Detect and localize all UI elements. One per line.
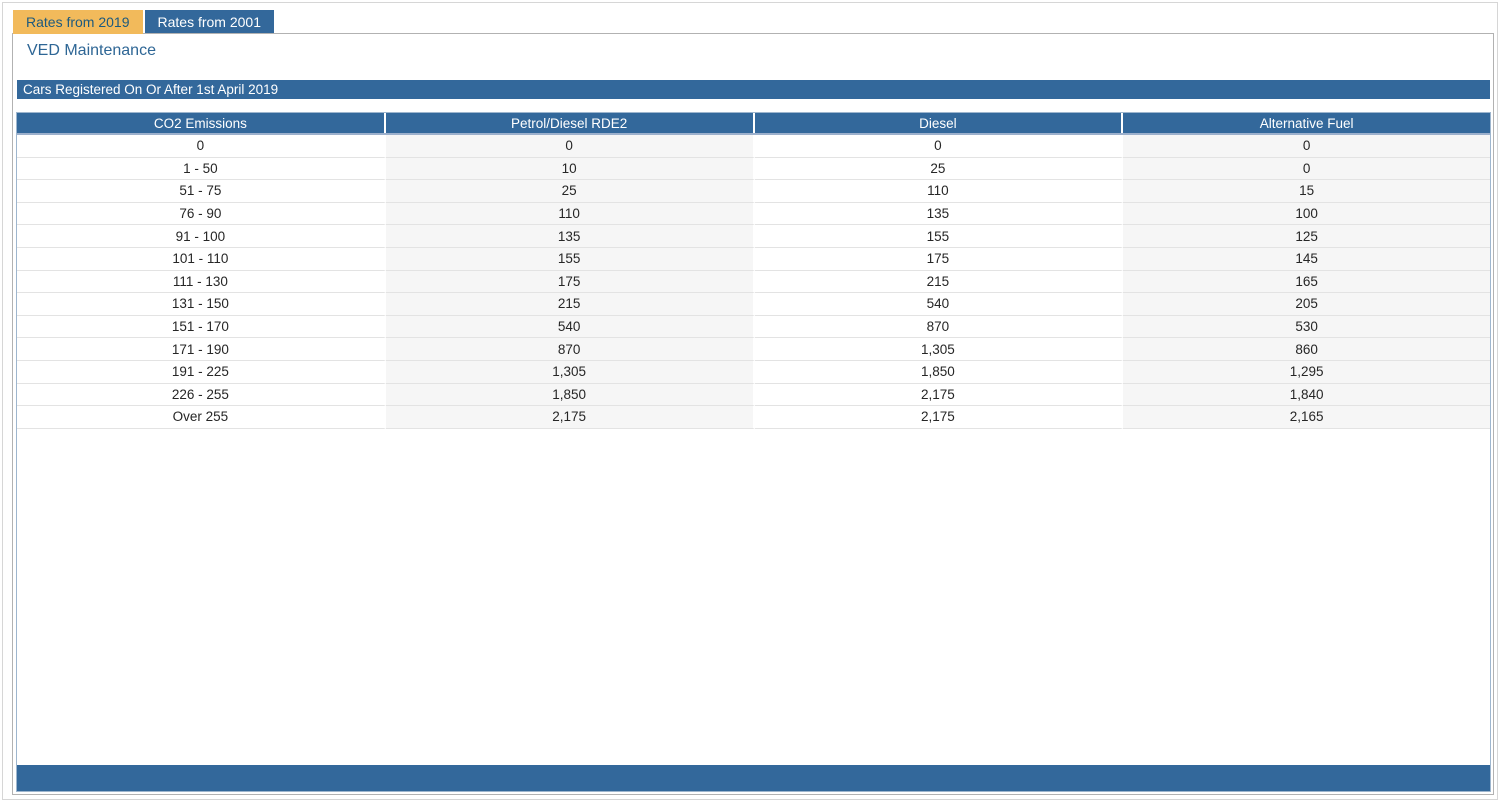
grid-cell[interactable]: 215 <box>385 293 755 316</box>
grid-cell[interactable]: 110 <box>385 202 755 226</box>
grid-cell[interactable]: 2,165 <box>1123 406 1490 429</box>
table-row: 151 - 170 540 870 530 <box>17 315 1490 339</box>
grid-cell[interactable]: 51 - 75 <box>17 180 386 203</box>
table-row: 226 - 255 1,850 2,175 1,840 <box>17 383 1490 407</box>
column-header-0[interactable]: CO2 Emissions <box>17 113 386 133</box>
grid-cell[interactable]: 25 <box>754 157 1124 181</box>
grid-cell[interactable]: 191 - 225 <box>17 360 386 384</box>
grid-cell[interactable]: 2,175 <box>385 406 755 429</box>
grid-cell[interactable]: 135 <box>754 202 1124 226</box>
grid-cell[interactable]: 165 <box>1123 270 1490 294</box>
grid-cell[interactable]: 145 <box>1123 247 1490 271</box>
grid-cell[interactable]: 1,295 <box>1123 360 1490 384</box>
grid-cell[interactable]: 91 - 100 <box>17 225 386 248</box>
grid-cell[interactable]: 171 - 190 <box>17 338 386 361</box>
grid-cell[interactable]: 101 - 110 <box>17 247 386 271</box>
table-row: 76 - 90 110 135 100 <box>17 202 1490 226</box>
grid-cell[interactable]: 125 <box>1123 225 1490 248</box>
table-row: 101 - 110 155 175 145 <box>17 247 1490 271</box>
grid-cell[interactable]: 0 <box>385 135 755 158</box>
grid-cell[interactable]: 155 <box>385 247 755 271</box>
grid-cell[interactable]: 25 <box>385 180 755 203</box>
tab-page-panel: VED Maintenance Cars Registered On Or Af… <box>12 33 1494 795</box>
grid-cell[interactable]: 151 - 170 <box>17 315 386 339</box>
table-row: 191 - 225 1,305 1,850 1,295 <box>17 360 1490 384</box>
grid-cell[interactable]: 1,305 <box>385 360 755 384</box>
grid-cell[interactable]: 1,850 <box>754 360 1124 384</box>
grid-cell[interactable]: 135 <box>385 225 755 248</box>
grid-cell[interactable]: 0 <box>1123 157 1490 181</box>
section-header-bar: Cars Registered On Or After 1st April 20… <box>17 80 1490 99</box>
grid-cell[interactable]: 860 <box>1123 338 1490 361</box>
tab-rates-from-2001[interactable]: Rates from 2001 <box>144 10 274 33</box>
grid-cell[interactable]: 226 - 255 <box>17 383 386 407</box>
grid-cell[interactable]: 100 <box>1123 202 1490 226</box>
table-row: 51 - 75 25 110 15 <box>17 180 1490 203</box>
table-row: 91 - 100 135 155 125 <box>17 225 1490 248</box>
grid-cell[interactable]: 215 <box>754 270 1124 294</box>
grid-cell[interactable]: 870 <box>754 315 1124 339</box>
column-header-2[interactable]: Diesel <box>754 113 1124 133</box>
grid-cell[interactable]: 540 <box>385 315 755 339</box>
grid-cell[interactable]: Over 255 <box>17 406 386 429</box>
grid-footer-bar <box>17 765 1490 791</box>
table-row: 131 - 150 215 540 205 <box>17 293 1490 316</box>
table-row: 1 - 50 10 25 0 <box>17 157 1490 181</box>
grid-cell[interactable]: 530 <box>1123 315 1490 339</box>
grid-cell[interactable]: 76 - 90 <box>17 202 386 226</box>
grid-empty-area <box>17 428 1490 765</box>
table-row: 111 - 130 175 215 165 <box>17 270 1490 294</box>
tab-bar: Rates from 2019 Rates from 2001 <box>13 10 274 34</box>
grid-cell[interactable]: 110 <box>754 180 1124 203</box>
grid-header-row: CO2 Emissions Petrol/Diesel RDE2 Diesel Alt… <box>17 113 1490 135</box>
grid-cell[interactable]: 2,175 <box>754 383 1124 407</box>
grid-cell[interactable]: 1,840 <box>1123 383 1490 407</box>
page-title: VED Maintenance <box>27 42 156 59</box>
grid-cell[interactable]: 1,305 <box>754 338 1124 361</box>
grid-cell[interactable]: 0 <box>17 135 386 158</box>
table-row: 171 - 190 870 1,305 860 <box>17 338 1490 361</box>
grid-cell[interactable]: 0 <box>1123 135 1490 158</box>
grid-cell[interactable]: 1,850 <box>385 383 755 407</box>
column-header-1[interactable]: Petrol/Diesel RDE2 <box>385 113 755 133</box>
grid-cell[interactable]: 111 - 130 <box>17 270 386 294</box>
grid-cell[interactable]: 175 <box>385 270 755 294</box>
grid-cell[interactable]: 15 <box>1123 180 1490 203</box>
grid-cell[interactable]: 1 - 50 <box>17 157 386 181</box>
grid-cell[interactable]: 10 <box>385 157 755 181</box>
ved-rates-grid: CO2 Emissions Petrol/Diesel RDE2 Diesel Alt… <box>16 112 1491 792</box>
grid-cell[interactable]: 205 <box>1123 293 1490 316</box>
grid-cell[interactable]: 0 <box>754 135 1124 158</box>
column-header-3[interactable]: Alternative Fuel <box>1123 113 1490 133</box>
grid-cell[interactable]: 131 - 150 <box>17 293 386 316</box>
table-row: Over 255 2,175 2,175 2,165 <box>17 406 1490 429</box>
grid-cell[interactable]: 155 <box>754 225 1124 248</box>
grid-cell[interactable]: 175 <box>754 247 1124 271</box>
grid-cell[interactable]: 540 <box>754 293 1124 316</box>
tab-rates-from-2019[interactable]: Rates from 2019 <box>13 10 143 34</box>
grid-cell[interactable]: 870 <box>385 338 755 361</box>
grid-cell[interactable]: 2,175 <box>754 406 1124 429</box>
